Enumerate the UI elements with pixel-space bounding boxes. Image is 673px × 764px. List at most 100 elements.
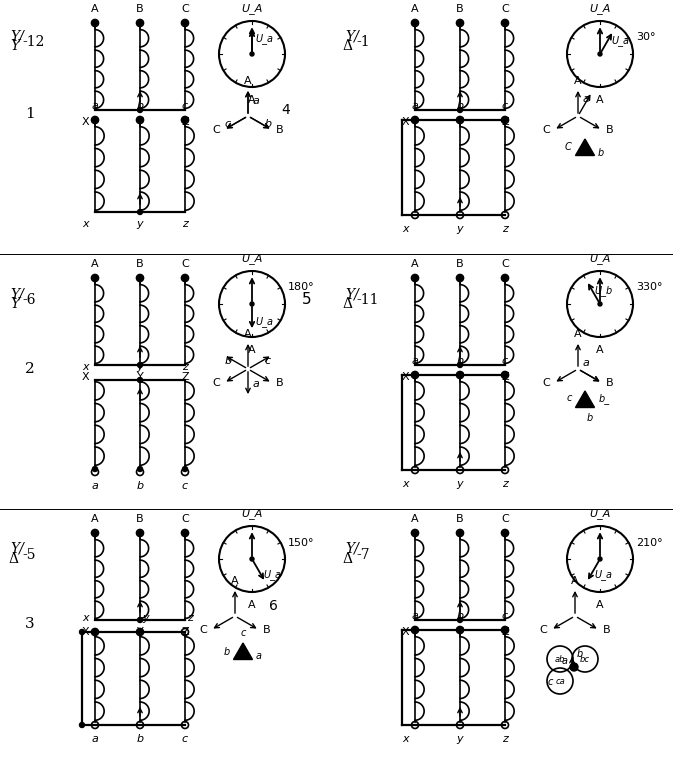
Text: c: c (502, 356, 508, 366)
Text: 2: 2 (25, 362, 35, 376)
Text: c: c (567, 393, 572, 403)
Text: X: X (401, 627, 409, 637)
Text: ab: ab (555, 655, 565, 663)
Text: y: y (137, 362, 143, 372)
Circle shape (137, 617, 143, 623)
Text: c: c (182, 734, 188, 744)
Text: b: b (137, 481, 143, 491)
Text: C: C (542, 125, 550, 135)
Text: c: c (182, 481, 188, 491)
Text: z: z (182, 219, 188, 229)
Circle shape (598, 557, 602, 561)
Text: Y/: Y/ (10, 29, 24, 43)
Text: A: A (248, 95, 256, 105)
Text: b: b (223, 647, 230, 657)
Text: Z: Z (181, 372, 189, 382)
Text: A: A (91, 4, 99, 14)
Text: a: a (92, 481, 98, 491)
Text: a: a (412, 101, 419, 111)
Text: A: A (596, 345, 604, 355)
Text: -5: -5 (22, 548, 36, 562)
Circle shape (458, 362, 462, 367)
Text: Z: Z (501, 627, 509, 637)
Circle shape (503, 373, 507, 377)
Text: c: c (225, 119, 231, 129)
Text: Y/: Y/ (10, 287, 24, 301)
Text: z: z (502, 479, 508, 489)
Circle shape (598, 52, 602, 56)
Text: 150°: 150° (288, 538, 314, 548)
Text: U_A: U_A (590, 3, 610, 14)
Text: Z: Z (501, 117, 509, 127)
Circle shape (137, 630, 143, 634)
Polygon shape (575, 139, 594, 156)
Text: 3: 3 (25, 617, 35, 631)
Text: C: C (501, 259, 509, 269)
Circle shape (182, 118, 188, 122)
Circle shape (182, 467, 188, 471)
Text: U_b: U_b (595, 285, 613, 296)
Circle shape (503, 118, 507, 122)
Text: Y: Y (456, 372, 464, 382)
Text: a: a (252, 380, 259, 390)
Text: -1: -1 (356, 35, 369, 49)
Text: -11: -11 (356, 293, 378, 307)
Circle shape (413, 373, 417, 377)
Circle shape (137, 362, 143, 367)
Text: U_A: U_A (590, 508, 610, 519)
Text: a: a (256, 651, 262, 661)
Circle shape (458, 108, 462, 112)
Text: Δ: Δ (342, 297, 352, 311)
Text: B: B (606, 125, 614, 135)
Circle shape (137, 21, 143, 25)
Text: C: C (181, 4, 189, 14)
Text: C: C (212, 378, 220, 388)
Text: A: A (596, 600, 604, 610)
Circle shape (137, 467, 143, 471)
Text: b: b (577, 649, 583, 659)
Text: Z: Z (181, 627, 189, 637)
Circle shape (503, 21, 507, 25)
Text: Z: Z (181, 117, 189, 127)
Text: b: b (456, 101, 464, 111)
Text: A: A (232, 576, 239, 586)
Text: U_a: U_a (595, 569, 612, 580)
Text: Y: Y (137, 627, 143, 637)
Circle shape (92, 276, 98, 280)
Circle shape (137, 118, 143, 122)
Text: A: A (411, 4, 419, 14)
Text: b: b (598, 148, 604, 158)
Text: X: X (401, 117, 409, 127)
Circle shape (458, 617, 462, 623)
Text: c: c (502, 611, 508, 621)
Text: bc: bc (580, 655, 590, 663)
Text: y: y (142, 613, 149, 623)
Circle shape (458, 21, 462, 25)
Text: c: c (265, 355, 271, 366)
Text: X: X (401, 372, 409, 382)
Text: ca: ca (555, 676, 565, 685)
Text: Δ: Δ (342, 552, 352, 566)
Text: a: a (92, 734, 98, 744)
Text: Y/: Y/ (10, 542, 24, 556)
Text: U_a: U_a (263, 569, 281, 580)
Text: X: X (81, 117, 89, 127)
Text: C: C (199, 625, 207, 635)
Text: b_: b_ (599, 393, 610, 404)
Text: Y/: Y/ (345, 29, 359, 43)
Circle shape (503, 530, 507, 536)
Text: U_A: U_A (242, 253, 262, 264)
Text: -12: -12 (22, 35, 44, 49)
Circle shape (503, 627, 507, 633)
Text: a: a (412, 611, 419, 621)
Circle shape (598, 302, 602, 306)
Text: b: b (456, 356, 464, 366)
Text: z: z (502, 224, 508, 234)
Text: C: C (542, 378, 550, 388)
Text: A: A (248, 345, 256, 355)
Circle shape (92, 530, 98, 536)
Text: B: B (456, 259, 464, 269)
Text: C: C (181, 514, 189, 524)
Text: y: y (457, 734, 463, 744)
Circle shape (79, 630, 85, 634)
